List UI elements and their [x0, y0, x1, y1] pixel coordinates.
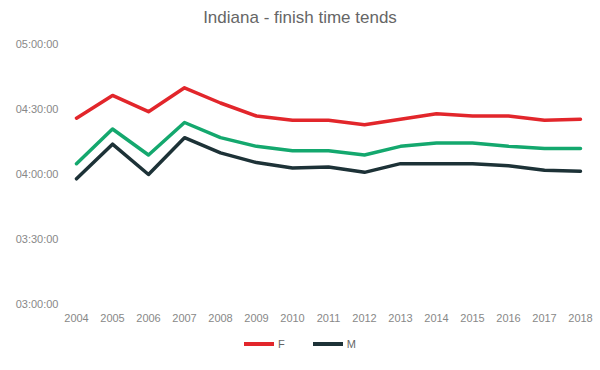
svg-text:04:30:00: 04:30:00	[16, 103, 59, 115]
svg-text:04:00:00: 04:00:00	[16, 168, 59, 180]
svg-text:2012: 2012	[352, 312, 376, 324]
svg-text:2017: 2017	[532, 312, 556, 324]
svg-text:2014: 2014	[424, 312, 448, 324]
svg-text:2004: 2004	[64, 312, 88, 324]
svg-text:2007: 2007	[172, 312, 196, 324]
svg-text:05:00:00: 05:00:00	[16, 38, 59, 50]
svg-text:2010: 2010	[280, 312, 304, 324]
svg-text:2009: 2009	[244, 312, 268, 324]
html-text:Indiana - finish time tends: Indiana - finish time tends	[203, 8, 397, 27]
svg-text:2005: 2005	[100, 312, 124, 324]
svg-text:2013: 2013	[388, 312, 412, 324]
svg-text:2016: 2016	[496, 312, 520, 324]
html-text:F: F	[278, 338, 285, 350]
svg-text:03:30:00: 03:30:00	[16, 233, 59, 245]
svg-text:2006: 2006	[136, 312, 160, 324]
svg-text:03:00:00: 03:00:00	[16, 298, 59, 310]
svg-text:2015: 2015	[460, 312, 484, 324]
html-text:M: M	[346, 338, 356, 350]
svg-text:2018: 2018	[568, 312, 592, 324]
svg-text:2011: 2011	[317, 312, 341, 324]
svg-text:2008: 2008	[208, 312, 232, 324]
